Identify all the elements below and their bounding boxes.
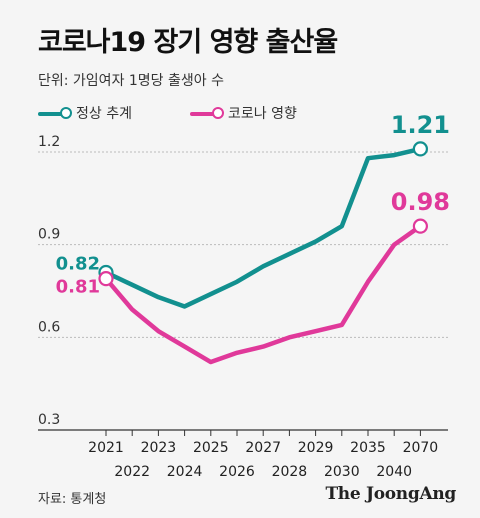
y-tick-label: 0.6: [38, 319, 60, 335]
x-tick-label: 2028: [272, 464, 308, 480]
start-value-label-covid: 0.81: [56, 276, 100, 297]
legend-label-normal: 정상 추계: [76, 106, 132, 122]
legend-swatch-normal: [38, 107, 72, 119]
x-tick-label: 2035: [350, 440, 386, 456]
x-tick-label: 2025: [193, 440, 229, 456]
start-value-label-normal: 0.82: [56, 253, 100, 274]
x-tick-label: 2030: [324, 464, 360, 480]
series-line-normal: [103, 146, 423, 309]
unit-label: 단위: 가임여자 1명당 출생아 수: [38, 73, 224, 89]
x-tick-label: 2027: [245, 440, 281, 456]
x-tick-label: 2021: [88, 440, 124, 456]
data-point-marker: [98, 271, 114, 287]
end-value-label-covid: 0.98: [391, 188, 450, 216]
x-tick-label: 2040: [376, 464, 412, 480]
legend-swatch-covid: [190, 107, 224, 119]
legend-item-normal: 정상 추계: [38, 103, 132, 123]
x-tick-label: 2024: [167, 464, 203, 480]
legend-label-covid: 코로나 영향: [228, 106, 297, 122]
legend-item-covid: 코로나 영향: [190, 103, 297, 123]
chart-title: 코로나19 장기 영향 출산율: [38, 27, 338, 58]
x-tick-label: 2023: [141, 440, 177, 456]
x-tick-label: 2029: [298, 440, 334, 456]
data-point-marker: [412, 141, 428, 157]
x-tick-label: 2022: [114, 464, 150, 480]
y-tick-label: 0.3: [38, 412, 60, 428]
brand-logo: The JoongAng: [325, 484, 456, 504]
source-note: 자료: 통계청: [38, 492, 107, 507]
x-tick-label: 2026: [219, 464, 255, 480]
end-value-label-normal: 1.21: [391, 111, 450, 139]
series-line-covid: [103, 223, 423, 365]
data-point-marker: [412, 218, 428, 234]
x-tick-label: 2070: [403, 440, 439, 456]
y-tick-label: 0.9: [38, 227, 60, 243]
y-tick-label: 1.2: [38, 134, 60, 150]
